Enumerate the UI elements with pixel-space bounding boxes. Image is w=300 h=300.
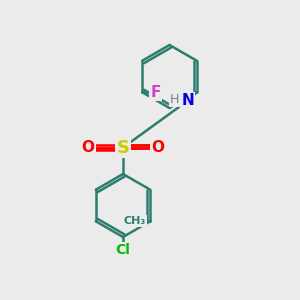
Text: S: S (116, 139, 130, 157)
Text: F: F (151, 85, 161, 100)
Text: O: O (81, 140, 94, 155)
Text: Cl: Cl (116, 244, 130, 257)
Text: H: H (169, 93, 179, 106)
Text: CH₃: CH₃ (124, 216, 146, 226)
Text: N: N (182, 93, 194, 108)
Text: O: O (152, 140, 165, 155)
